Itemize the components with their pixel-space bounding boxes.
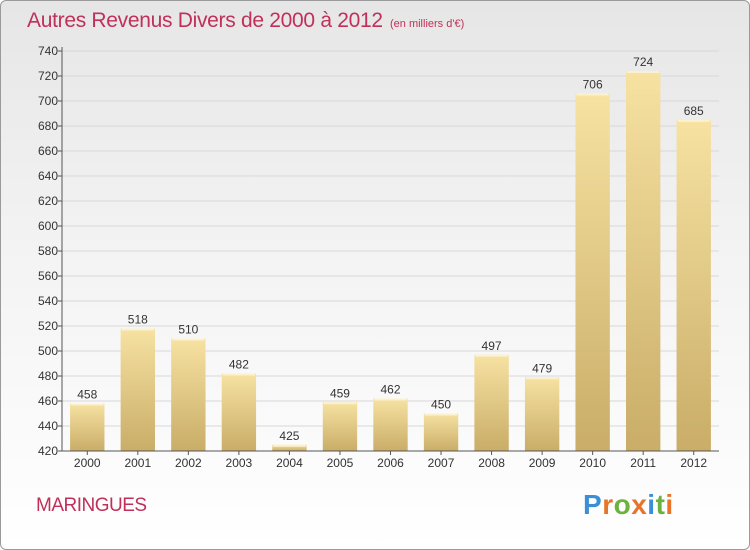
x-tick-label: 2008 bbox=[478, 456, 505, 470]
x-tick-label: 2003 bbox=[226, 456, 253, 470]
brand-letter: r bbox=[602, 489, 614, 520]
y-tick-label: 580 bbox=[38, 244, 58, 258]
brand-letter: t bbox=[655, 489, 666, 520]
bar-value-label: 724 bbox=[633, 55, 653, 69]
bar-highlight bbox=[525, 377, 559, 380]
bar-highlight bbox=[71, 403, 104, 406]
y-tick-label: 700 bbox=[38, 94, 58, 108]
x-tick-label: 2004 bbox=[276, 456, 303, 470]
brand-letter: P bbox=[583, 489, 603, 520]
bar-value-label: 425 bbox=[279, 429, 299, 443]
bar-value-label: 497 bbox=[482, 339, 502, 353]
bar-highlight bbox=[374, 398, 407, 401]
x-tick-label: 2001 bbox=[124, 456, 151, 470]
y-tick-label: 660 bbox=[38, 144, 58, 158]
bar-value-label: 459 bbox=[330, 386, 350, 400]
y-tick-label: 460 bbox=[38, 394, 58, 408]
brand-letter: x bbox=[631, 489, 648, 520]
bar bbox=[474, 354, 509, 451]
brand-letter: i bbox=[647, 489, 656, 520]
brand-letter: o bbox=[613, 489, 632, 520]
y-tick-label: 420 bbox=[38, 444, 58, 458]
x-tick-label: 2006 bbox=[377, 456, 404, 470]
x-tick-label: 2000 bbox=[74, 456, 101, 470]
y-tick-label: 560 bbox=[38, 269, 58, 283]
bar-highlight bbox=[576, 93, 609, 96]
x-tick-label: 2002 bbox=[175, 456, 202, 470]
bar bbox=[322, 402, 358, 451]
bar bbox=[120, 328, 155, 451]
x-tick-label: 2009 bbox=[529, 456, 556, 470]
bar-highlight bbox=[121, 328, 154, 331]
brand-logo: Proxiti bbox=[583, 489, 674, 521]
bar-value-label: 510 bbox=[178, 323, 198, 337]
bar-highlight bbox=[424, 413, 458, 416]
bar bbox=[272, 444, 307, 451]
x-tick-label: 2012 bbox=[680, 456, 707, 470]
bar-highlight bbox=[172, 338, 205, 341]
location-label: MARINGUES bbox=[36, 495, 147, 516]
x-tick-label: 2010 bbox=[579, 456, 606, 470]
bar-value-label: 685 bbox=[684, 104, 704, 118]
bar-highlight bbox=[323, 402, 357, 405]
bar bbox=[171, 338, 206, 451]
bar-value-label: 706 bbox=[583, 78, 603, 92]
x-tick-label: 2007 bbox=[428, 456, 455, 470]
brand-logo-text: Proxiti bbox=[583, 489, 674, 520]
bar bbox=[70, 403, 105, 451]
y-tick-label: 440 bbox=[38, 419, 58, 433]
chart-title: Autres Revenus Divers de 2000 à 2012 bbox=[27, 9, 383, 32]
bar-highlight bbox=[222, 373, 256, 376]
y-tick-label: 480 bbox=[38, 369, 58, 383]
x-tick-label: 2011 bbox=[630, 456, 656, 470]
bar bbox=[575, 93, 610, 451]
bar bbox=[524, 377, 560, 451]
bar-value-label: 458 bbox=[77, 388, 97, 402]
bar-value-label: 462 bbox=[380, 383, 400, 397]
bar bbox=[676, 119, 711, 451]
bar-value-label: 450 bbox=[431, 398, 451, 412]
bar bbox=[626, 71, 661, 451]
y-tick-label: 680 bbox=[38, 119, 58, 133]
bar-value-label: 518 bbox=[128, 313, 148, 327]
bar bbox=[373, 398, 408, 451]
y-tick-label: 540 bbox=[38, 294, 58, 308]
y-tick-label: 620 bbox=[38, 194, 58, 208]
y-tick-label: 720 bbox=[38, 69, 58, 83]
brand-letter: i bbox=[665, 489, 674, 520]
y-tick-label: 640 bbox=[38, 169, 58, 183]
bar-highlight bbox=[677, 119, 710, 122]
bar-highlight bbox=[273, 444, 306, 447]
bar bbox=[423, 413, 459, 451]
y-tick-label: 500 bbox=[38, 344, 58, 358]
bar bbox=[221, 373, 257, 451]
y-tick-label: 520 bbox=[38, 319, 58, 333]
y-tick-label: 740 bbox=[38, 44, 58, 58]
chart-subtitle: (en milliers d'€) bbox=[390, 18, 465, 30]
bar-value-label: 479 bbox=[532, 361, 552, 375]
bar-value-label: 482 bbox=[229, 358, 249, 372]
x-tick-label: 2005 bbox=[327, 456, 354, 470]
bar-highlight bbox=[475, 354, 508, 357]
bar-highlight bbox=[627, 71, 660, 73]
y-tick-label: 600 bbox=[38, 219, 58, 233]
